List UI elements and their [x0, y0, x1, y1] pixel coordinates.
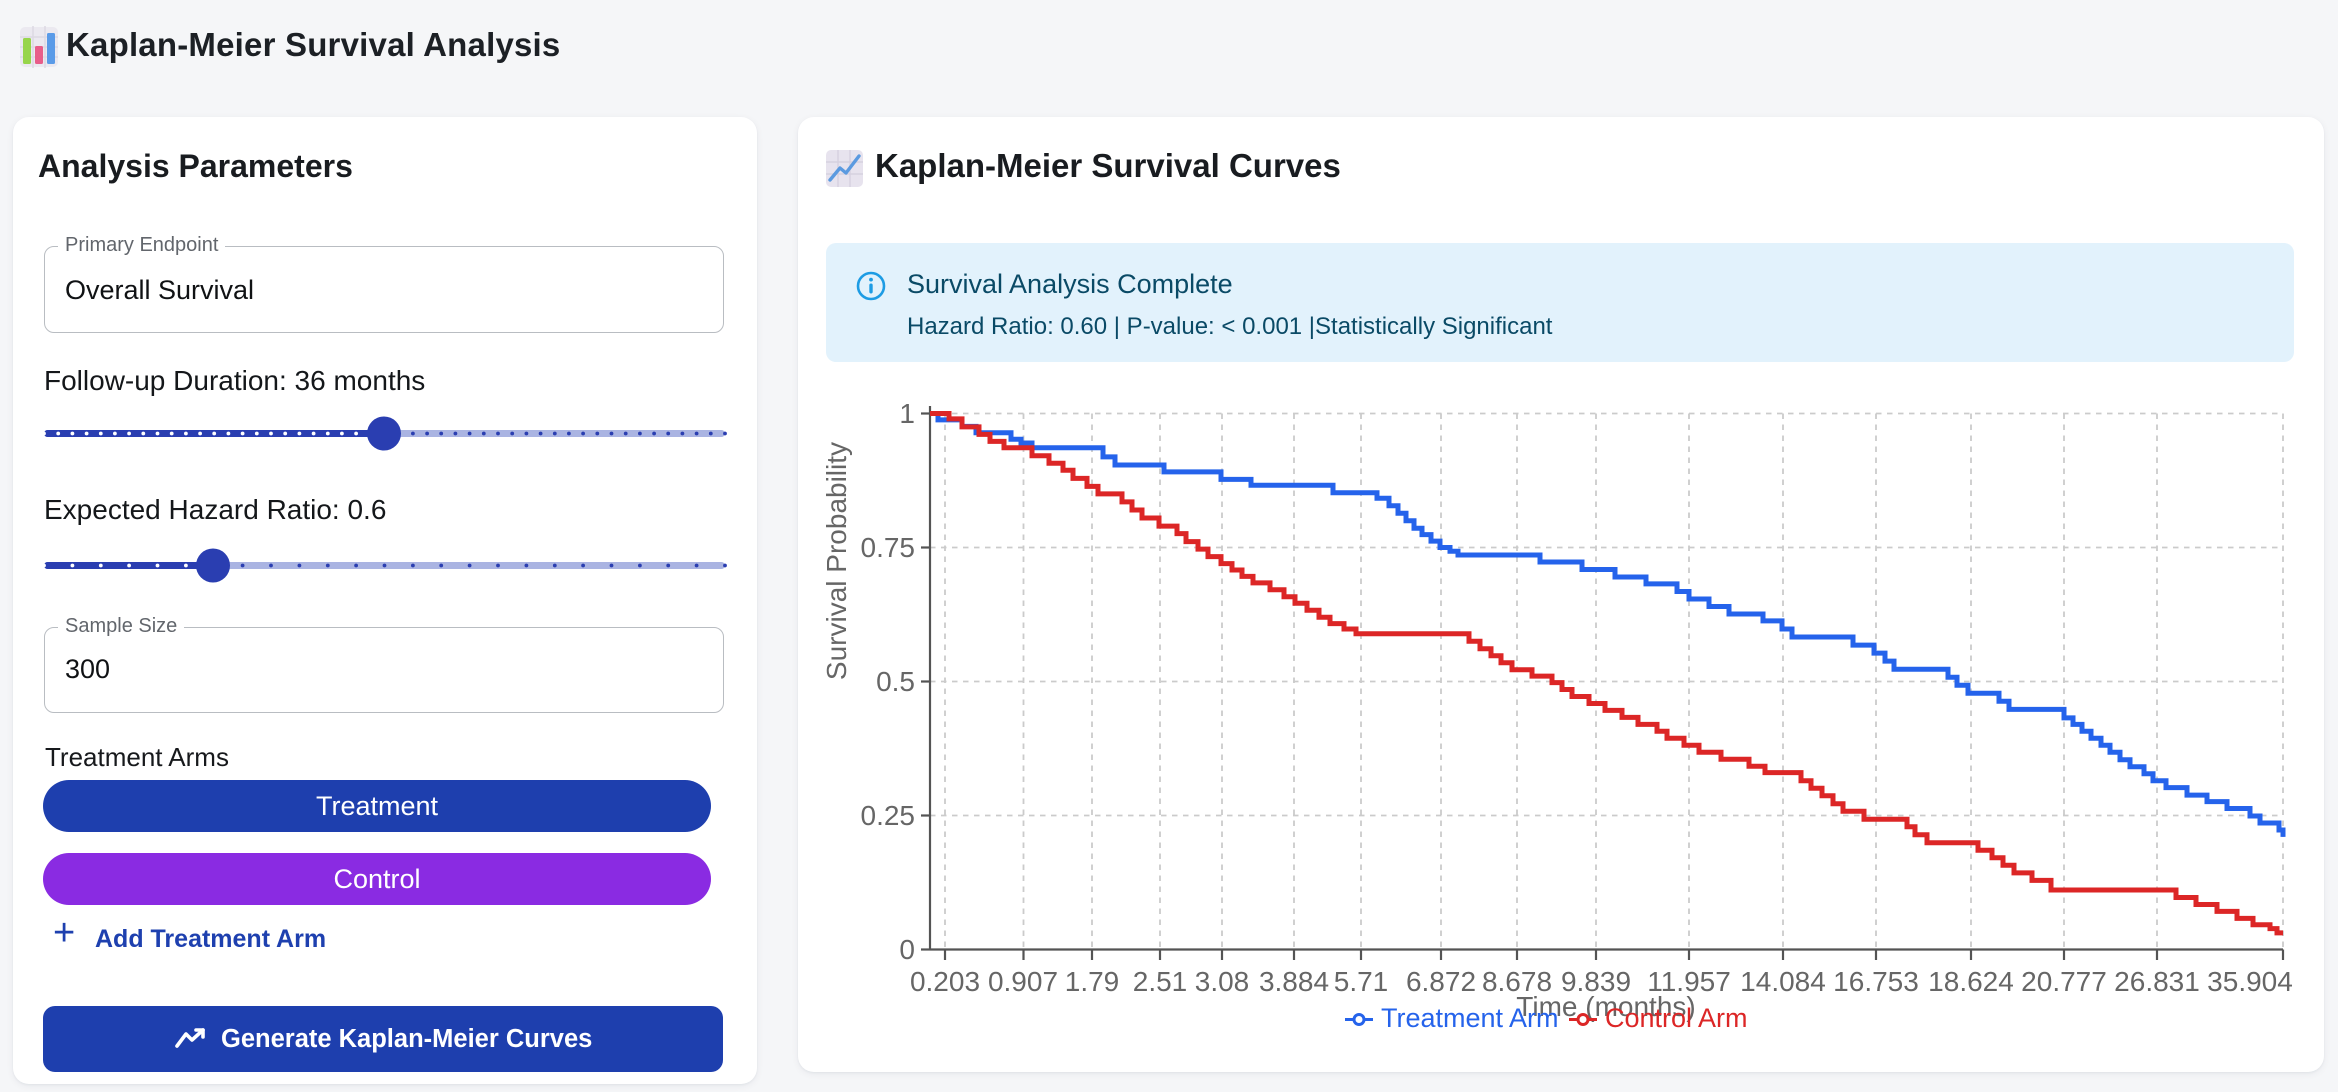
svg-text:3.884: 3.884 [1259, 966, 1329, 997]
svg-text:1: 1 [899, 398, 915, 429]
svg-text:3.08: 3.08 [1195, 966, 1250, 997]
svg-text:0.907: 0.907 [988, 966, 1058, 997]
svg-text:5.71: 5.71 [1334, 966, 1389, 997]
svg-text:16.753: 16.753 [1833, 966, 1919, 997]
svg-text:35.904: 35.904 [2207, 966, 2293, 997]
svg-text:1.79: 1.79 [1065, 966, 1120, 997]
svg-text:Survival Probability: Survival Probability [821, 442, 852, 680]
svg-text:11.957: 11.957 [1647, 966, 1731, 997]
svg-text:20.777: 20.777 [2021, 966, 2107, 997]
svg-text:Control Arm: Control Arm [1605, 1003, 1748, 1033]
svg-text:0.75: 0.75 [861, 532, 916, 563]
svg-text:0.5: 0.5 [876, 666, 915, 697]
svg-text:26.831: 26.831 [2114, 966, 2200, 997]
svg-text:14.084: 14.084 [1740, 966, 1826, 997]
svg-text:8.678: 8.678 [1482, 966, 1552, 997]
svg-text:0.203: 0.203 [910, 966, 980, 997]
svg-text:9.839: 9.839 [1561, 966, 1631, 997]
svg-text:18.624: 18.624 [1928, 966, 2014, 997]
svg-text:Treatment Arm: Treatment Arm [1381, 1003, 1559, 1033]
svg-text:0: 0 [899, 934, 915, 965]
svg-text:Time (months): Time (months) [1516, 991, 1695, 1022]
svg-text:6.872: 6.872 [1406, 966, 1476, 997]
svg-text:0.25: 0.25 [861, 800, 916, 831]
svg-text:2.51: 2.51 [1133, 966, 1188, 997]
